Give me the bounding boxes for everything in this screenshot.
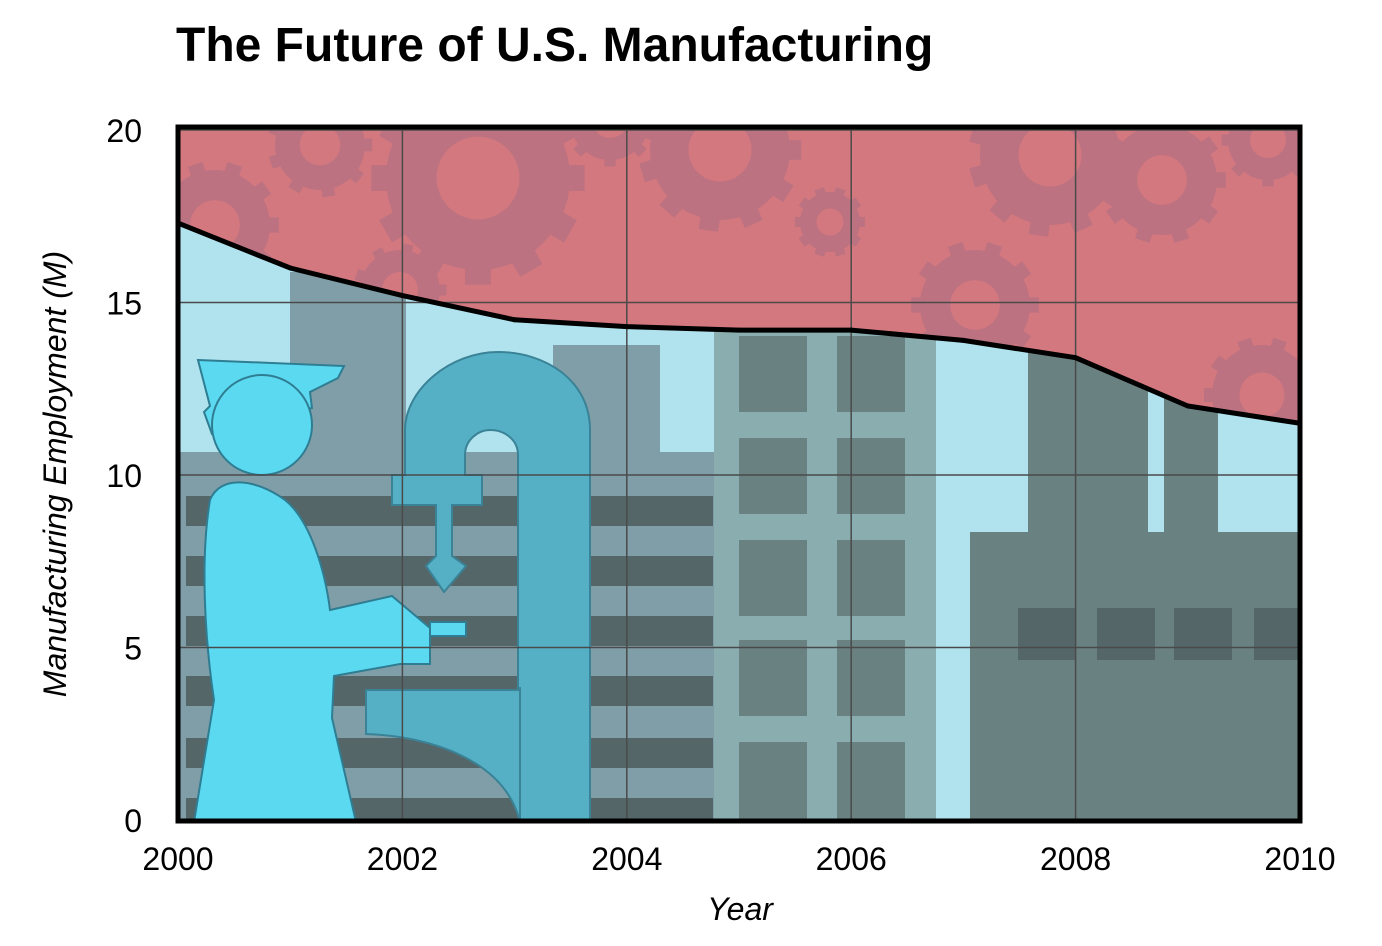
gear-shape [371,128,585,285]
gear-pattern [178,128,1300,424]
y-tick-label: 5 [124,631,142,667]
y-tick-label: 10 [106,458,142,494]
x-axis-label: Year [707,891,774,927]
data-point [1073,355,1079,361]
y-axis-label: Manufacturing Employment (M) [37,251,73,697]
plot-area [178,128,1300,820]
gear-shape [1098,128,1226,244]
x-tick-label: 2002 [367,841,438,877]
gear-shape [1221,128,1300,187]
y-axis-ticks: 0 5 10 15 20 [106,113,142,839]
data-point [399,293,405,299]
gear-shape [795,187,865,257]
worker-figure-illustration [193,358,467,820]
gridlines [178,129,1300,820]
x-tick-label: 2010 [1264,841,1335,877]
x-tick-label: 2006 [816,841,887,877]
y-tick-label: 0 [124,803,142,839]
data-point [624,324,630,330]
gear-shape [268,128,373,198]
data-point [848,327,854,333]
chart-title: The Future of U.S. Manufacturing [176,19,934,72]
data-point [736,327,742,333]
data-point [512,317,518,323]
x-axis-ticks: 2000 2002 2004 2006 2008 2010 [142,841,1335,877]
data-point [960,337,966,343]
gear-shape [570,128,650,167]
y-tick-label: 15 [106,286,142,322]
gear-shape [639,128,802,232]
data-point [1185,403,1191,409]
gear-shape [969,128,1132,237]
x-tick-label: 2000 [142,841,213,877]
machine-arm-illustration [365,350,591,820]
factory-building [970,318,1300,820]
tower-windows [739,336,905,820]
x-tick-label: 2008 [1040,841,1111,877]
plot-frame [175,124,1303,824]
y-tick-label: 20 [106,113,142,149]
x-tick-label: 2004 [591,841,662,877]
data-point [287,265,293,271]
